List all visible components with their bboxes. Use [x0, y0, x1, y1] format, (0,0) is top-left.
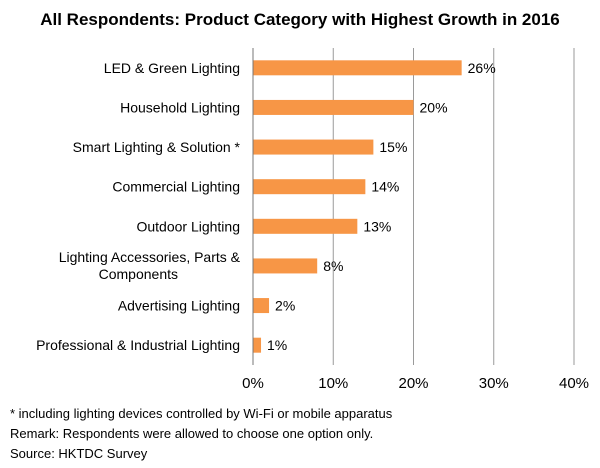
x-tick-label-4: 40%: [559, 375, 589, 392]
bar-chart: 0% 10% 20% 30% 40% 26% LED & Green Lighting 20%…: [36, 48, 589, 392]
category-label-5: Lighting Accessories, Parts & Components: [59, 249, 241, 282]
value-label-6: 2%: [275, 298, 295, 314]
value-label-2: 15%: [379, 139, 407, 155]
chart-title: All Respondents: Product Category with H…: [40, 10, 560, 29]
value-label-0: 26%: [468, 60, 496, 76]
category-label-4: Outdoor Lighting: [136, 218, 240, 234]
bar-6: [253, 298, 270, 314]
value-label-4: 13%: [363, 218, 391, 234]
x-tick-label-2: 20%: [398, 375, 428, 392]
value-label-7: 1%: [267, 337, 287, 353]
category-label-3: Commercial Lighting: [112, 179, 240, 195]
bar-1: [253, 99, 414, 115]
bar-3: [253, 179, 366, 195]
x-tick-label-0: 0%: [242, 375, 264, 392]
category-label-2: Smart Lighting & Solution *: [73, 139, 241, 155]
remark: Remark: Respondents were allowed to choo…: [10, 426, 374, 441]
bar-4: [253, 218, 358, 234]
value-label-5: 8%: [323, 258, 343, 274]
category-label-6: Advertising Lighting: [118, 298, 240, 314]
x-tick-label-1: 10%: [318, 375, 348, 392]
bar-0: [253, 60, 462, 76]
bar-5: [253, 258, 318, 274]
source: Source: HKTDC Survey: [10, 446, 148, 461]
bar-2: [253, 139, 374, 155]
x-tick-label-3: 30%: [479, 375, 509, 392]
category-label-7: Professional & Industrial Lighting: [36, 337, 240, 353]
category-label-0: LED & Green Lighting: [104, 60, 240, 76]
bar-7: [253, 337, 262, 353]
value-label-3: 14%: [371, 179, 399, 195]
category-label-1: Household Lighting: [120, 99, 240, 115]
footnote: * including lighting devices controlled …: [10, 406, 393, 421]
value-label-1: 20%: [420, 99, 448, 115]
